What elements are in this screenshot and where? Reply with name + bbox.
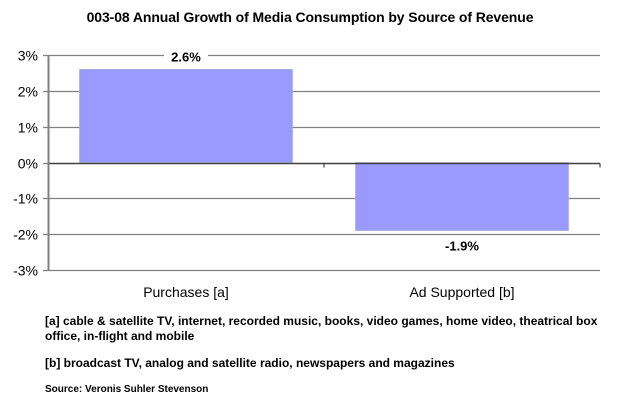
source-note: Source: Veronis Suhler Stevenson [45,384,209,395]
footnote-b: [b] broadcast TV, analog and satellite r… [45,356,455,370]
y-tick-label: 1% [18,120,38,136]
chart-title: 003-08 Annual Growth of Media Consumptio… [86,9,534,25]
data-label-background [440,237,484,255]
data-label: -1.9% [445,239,479,254]
data-label-background [164,48,208,66]
data-label-group: -1.9% [440,237,484,255]
bar-chart: 3% 2% 1% 0% -1% -2% -3% Purchases [a] Ad Suppor… [13,48,601,300]
bar [355,162,569,231]
x-tick-label: Ad Supported [b] [409,284,514,300]
bar [79,69,293,163]
y-tick-label: 0% [18,156,38,172]
y-tick-label: 3% [18,48,38,64]
y-tick-label: -1% [13,191,38,207]
y-tick-label: -2% [13,227,38,243]
y-tick-labels: 3% 2% 1% 0% -1% -2% -3% [13,48,38,279]
y-tick-label: -3% [13,263,38,279]
data-labels: 2.6% -1.9% [164,48,484,255]
x-tick-label: Purchases [a] [143,284,229,300]
data-label: 2.6% [171,49,201,64]
y-tick-label: 2% [18,84,38,100]
axes [43,54,601,272]
bars [79,69,569,231]
x-tick-labels: Purchases [a] Ad Supported [b] [143,284,514,300]
footnote-a: [a] cable & satellite TV, internet, reco… [45,314,598,343]
data-label-group: 2.6% [164,48,208,66]
